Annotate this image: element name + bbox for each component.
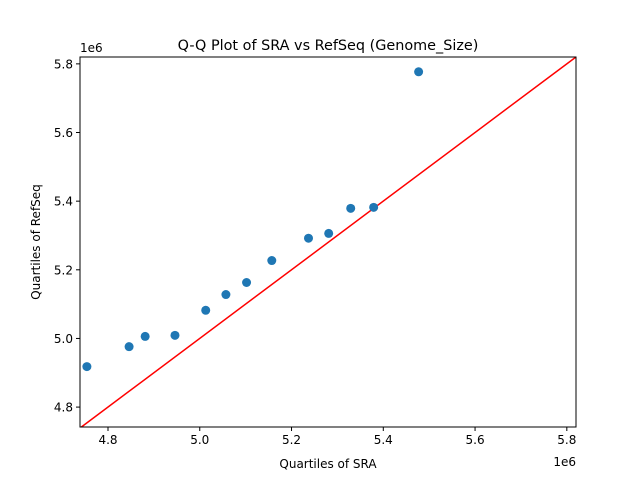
- data-point: [324, 228, 334, 238]
- data-point: [124, 342, 134, 352]
- data-point: [201, 305, 211, 315]
- x-tick-label: 5.2: [282, 433, 301, 447]
- data-point: [369, 202, 379, 212]
- x-tick-label: 5.8: [557, 433, 576, 447]
- x-tick-label: 5.0: [190, 433, 209, 447]
- y-tick-label: 5.6: [54, 126, 73, 140]
- data-point: [221, 290, 231, 300]
- y-tick-label: 5.4: [54, 195, 73, 209]
- data-point: [303, 233, 313, 243]
- x-tick-label: 5.6: [466, 433, 485, 447]
- y-tick-label: 4.8: [54, 401, 73, 415]
- data-point: [414, 67, 424, 77]
- y-offset-label: 1e6: [80, 41, 103, 55]
- reference-line: [80, 56, 577, 428]
- data-point: [242, 278, 252, 288]
- chart-title: Q-Q Plot of SRA vs RefSeq (Genome_Size): [178, 38, 479, 54]
- x-axis-label: Quartiles of SRA: [279, 457, 377, 471]
- data-point: [267, 256, 277, 266]
- y-axis-label: Quartiles of RefSeq: [29, 184, 43, 300]
- y-tick-label: 5.0: [54, 332, 73, 346]
- y-tick-label: 5.8: [54, 57, 73, 71]
- x-offset-label: 1e6: [553, 455, 576, 469]
- data-point: [346, 203, 356, 213]
- x-tick-label: 5.4: [374, 433, 393, 447]
- data-point: [82, 362, 92, 372]
- data-point: [140, 331, 150, 341]
- data-point: [170, 330, 180, 340]
- plot-frame: [79, 56, 577, 428]
- x-tick-label: 4.8: [98, 433, 117, 447]
- y-tick-label: 5.2: [54, 263, 73, 277]
